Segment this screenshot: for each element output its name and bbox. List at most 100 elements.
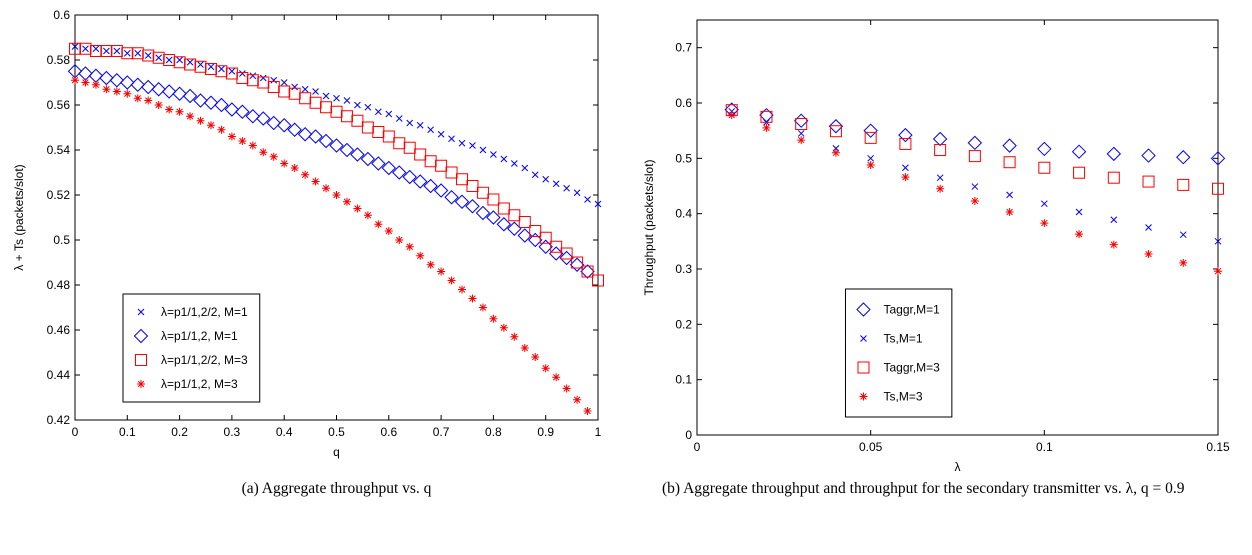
legend: Taggr,M=1 Ts,M=1 Taggr,M=3 Ts,M=3 bbox=[844, 288, 953, 418]
point bbox=[402, 169, 417, 185]
point bbox=[320, 101, 333, 114]
point bbox=[1037, 141, 1052, 157]
point bbox=[267, 81, 280, 93]
point bbox=[131, 47, 144, 60]
legend-label: λ=p1/1,2, M=1 bbox=[161, 329, 238, 343]
point bbox=[795, 118, 808, 131]
point bbox=[301, 85, 309, 93]
point bbox=[423, 178, 438, 194]
point bbox=[371, 156, 386, 171]
point bbox=[475, 205, 491, 221]
point bbox=[528, 232, 543, 248]
point bbox=[176, 56, 183, 64]
point bbox=[970, 196, 979, 205]
point bbox=[405, 242, 414, 251]
point bbox=[898, 127, 913, 143]
x-axis-label: q bbox=[333, 445, 340, 459]
point bbox=[301, 170, 310, 179]
y-tick-label: 0.48 bbox=[47, 278, 71, 292]
point bbox=[173, 56, 186, 69]
y-tick-label: 0.1 bbox=[675, 373, 692, 387]
point bbox=[520, 344, 529, 352]
point bbox=[454, 194, 470, 209]
point bbox=[141, 79, 156, 95]
point bbox=[196, 116, 205, 125]
point bbox=[299, 92, 312, 105]
series bbox=[71, 76, 592, 415]
point bbox=[361, 121, 374, 134]
point bbox=[290, 164, 299, 172]
point bbox=[437, 267, 446, 276]
x-tick-label: 0.8 bbox=[485, 425, 502, 439]
point bbox=[217, 125, 226, 134]
point bbox=[280, 159, 289, 168]
point bbox=[330, 105, 343, 118]
point bbox=[249, 72, 257, 80]
x-tick-label: 0.3 bbox=[224, 425, 241, 439]
point bbox=[184, 58, 197, 71]
point bbox=[592, 274, 604, 287]
point bbox=[1212, 182, 1224, 195]
point bbox=[339, 142, 355, 158]
point bbox=[469, 142, 476, 149]
point bbox=[248, 141, 257, 150]
point bbox=[465, 199, 480, 214]
point bbox=[235, 104, 250, 119]
point bbox=[123, 89, 132, 98]
point bbox=[541, 364, 550, 373]
point bbox=[538, 239, 553, 254]
x-tick-label: 0 bbox=[72, 425, 79, 439]
point bbox=[207, 63, 215, 71]
point bbox=[866, 160, 875, 169]
point bbox=[426, 260, 435, 269]
point bbox=[479, 146, 487, 154]
point bbox=[1106, 146, 1122, 162]
point bbox=[134, 49, 142, 57]
point bbox=[155, 54, 163, 62]
point bbox=[130, 77, 145, 92]
point bbox=[236, 72, 249, 84]
legend-label: λ=p1/1,2, M=3 bbox=[161, 377, 238, 391]
point bbox=[1040, 200, 1048, 208]
point bbox=[395, 236, 404, 244]
x-tick-label: 0.7 bbox=[433, 425, 450, 439]
point bbox=[89, 45, 102, 57]
point bbox=[510, 332, 519, 341]
point bbox=[573, 189, 581, 197]
point bbox=[569, 257, 585, 272]
point bbox=[81, 78, 90, 87]
y-tick-label: 0.6 bbox=[675, 96, 692, 110]
point bbox=[1110, 216, 1118, 224]
point bbox=[204, 63, 217, 75]
point bbox=[486, 210, 501, 225]
point bbox=[521, 164, 529, 172]
point bbox=[311, 177, 320, 186]
point bbox=[507, 221, 522, 236]
point bbox=[518, 216, 531, 228]
legend-label: λ=p1/1,2/2, M=3 bbox=[161, 353, 248, 367]
point bbox=[412, 174, 428, 189]
point bbox=[552, 373, 561, 382]
point bbox=[406, 119, 414, 127]
point bbox=[297, 127, 313, 142]
point bbox=[562, 384, 571, 393]
series bbox=[727, 111, 1222, 276]
point bbox=[563, 184, 570, 192]
point bbox=[932, 131, 948, 147]
series bbox=[71, 43, 602, 208]
point bbox=[1003, 156, 1016, 169]
point bbox=[257, 76, 270, 89]
point bbox=[259, 74, 267, 82]
point bbox=[186, 58, 194, 66]
point bbox=[354, 101, 361, 109]
y-tick-label: 0.44 bbox=[47, 368, 71, 382]
point bbox=[437, 130, 445, 138]
x-tick-label: 0.9 bbox=[537, 425, 554, 439]
legend-label: Ts,M=3 bbox=[883, 390, 922, 404]
legend: λ=p1/1,2/2, M=1 λ=p1/1,2, M=1 λ=p1/1,2/2, … bbox=[122, 293, 261, 403]
legend-marker bbox=[860, 335, 867, 342]
point bbox=[360, 151, 376, 167]
point bbox=[109, 73, 125, 88]
point bbox=[120, 75, 135, 90]
